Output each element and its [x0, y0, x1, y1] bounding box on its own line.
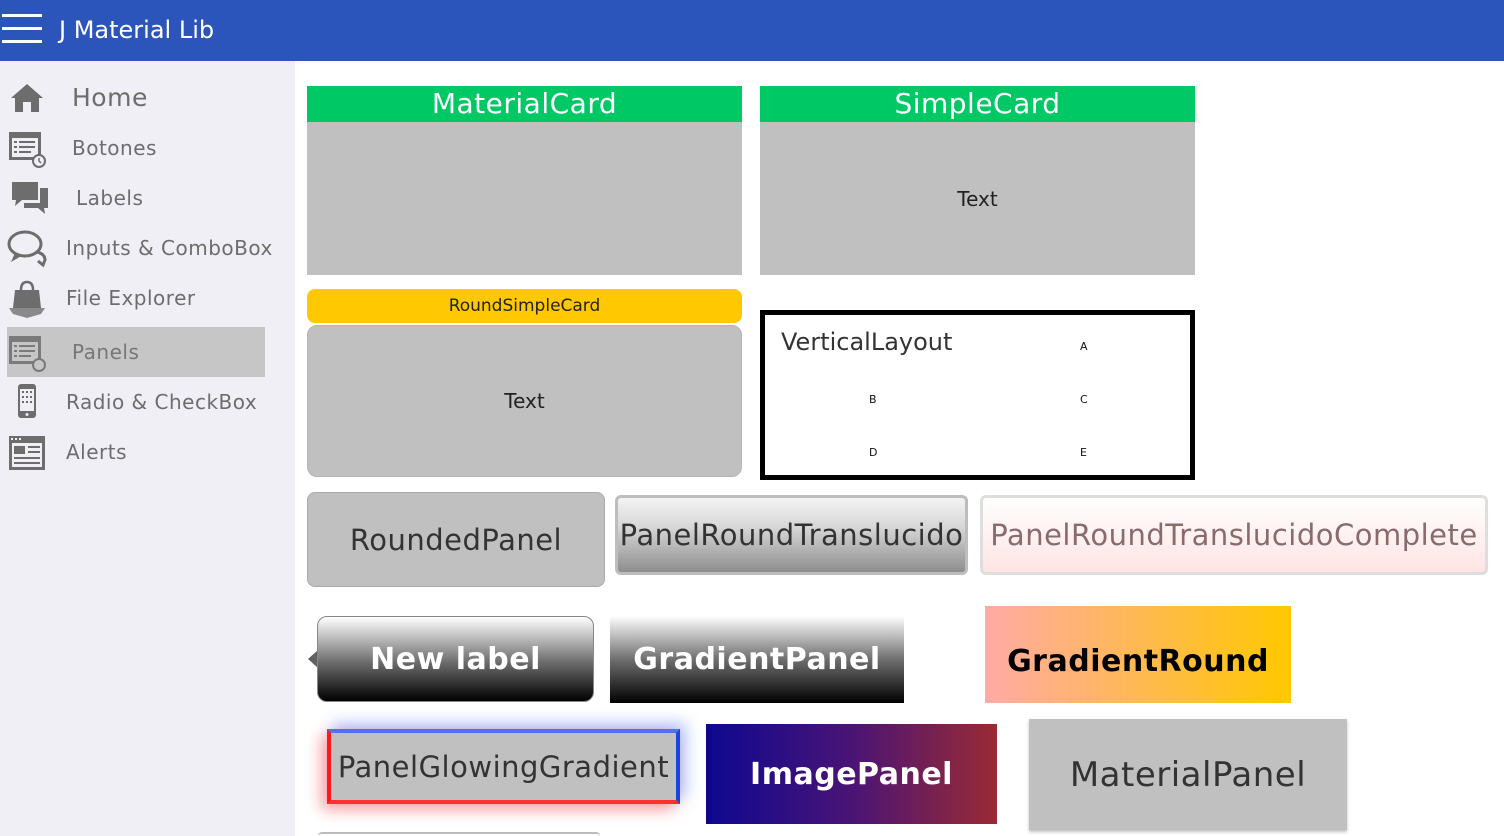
- panel-round-translucido-complete: PanelRoundTranslucidoComplete: [980, 495, 1488, 575]
- home-icon: [11, 84, 43, 112]
- gradient-round-panel: GradientRound: [985, 606, 1291, 703]
- button-window-icon: [9, 132, 46, 168]
- phone-icon: [18, 384, 36, 418]
- sidebar: Home Botones Labels Inputs & ComboBox: [0, 61, 295, 836]
- vertical-layout-letter-d: D: [869, 446, 878, 459]
- sidebar-item-home[interactable]: Home: [7, 73, 265, 123]
- sidebar-item-labels[interactable]: Labels: [7, 173, 265, 223]
- app-bar: J Material Lib: [0, 0, 1504, 61]
- chat-icon: [12, 182, 48, 214]
- newspaper-icon: [9, 436, 45, 470]
- panel-round-translucido: PanelRoundTranslucido: [615, 495, 968, 575]
- new-label-text: New label: [370, 641, 541, 677]
- panel-glowing-gradient-label: PanelGlowingGradient: [337, 749, 670, 784]
- sidebar-item-label: Inputs & ComboBox: [66, 236, 273, 260]
- app-title: J Material Lib: [59, 16, 215, 44]
- vertical-layout-letter-e: E: [1080, 446, 1087, 459]
- material-card-title: MaterialCard: [307, 86, 742, 122]
- sidebar-item-label: Labels: [76, 186, 144, 210]
- rounded-panel: RoundedPanel: [307, 492, 605, 587]
- sidebar-item-label: Alerts: [66, 440, 128, 464]
- simple-card-title: SimpleCard: [760, 86, 1195, 122]
- vertical-layout-letter-c: C: [1080, 393, 1088, 406]
- sidebar-item-label: Panels: [72, 340, 140, 364]
- vertical-layout-title: VerticalLayout: [781, 328, 953, 356]
- panel-glowing-gradient: PanelGlowingGradient: [327, 729, 680, 804]
- next-panel-edge: [318, 832, 600, 836]
- panel-round-translucido-complete-label: PanelRoundTranslucidoComplete: [990, 518, 1478, 552]
- round-simple-card-title: RoundSimpleCard: [307, 289, 742, 323]
- vertical-layout-panel: VerticalLayout A B C D E: [760, 310, 1195, 480]
- simple-card-body: Text: [760, 122, 1195, 275]
- vertical-layout-letter-b: B: [869, 393, 877, 406]
- simple-card-text: Text: [957, 186, 998, 211]
- gradient-round-label: GradientRound: [1007, 644, 1269, 679]
- round-simple-card-text: Text: [504, 389, 545, 413]
- material-panel-label: MaterialPanel: [1069, 754, 1307, 795]
- sidebar-item-alerts[interactable]: Alerts: [7, 427, 265, 477]
- image-panel-label: ImagePanel: [750, 756, 953, 792]
- sidebar-item-label: Radio & CheckBox: [66, 390, 258, 414]
- sidebar-item-label: File Explorer: [66, 286, 196, 310]
- sidebar-item-label: Home: [72, 83, 148, 112]
- sidebar-item-label: Botones: [72, 136, 157, 160]
- panel-window-icon: [9, 336, 46, 372]
- image-panel: ImagePanel: [706, 724, 997, 824]
- material-card-body: [307, 122, 742, 275]
- sidebar-item-panels[interactable]: Panels: [7, 327, 265, 377]
- new-label-pointer: [308, 650, 318, 668]
- speech-bubbles-icon: [7, 230, 47, 268]
- menu-icon[interactable]: [2, 14, 42, 44]
- bag-icon: [9, 280, 45, 318]
- sidebar-item-inputs-combobox[interactable]: Inputs & ComboBox: [7, 223, 272, 273]
- material-panel: MaterialPanel: [1029, 719, 1347, 830]
- rounded-panel-label: RoundedPanel: [349, 522, 563, 557]
- new-label-panel: New label: [317, 616, 594, 702]
- sidebar-item-radio-checkbox[interactable]: Radio & CheckBox: [7, 377, 265, 427]
- gradient-panel-label: GradientPanel: [633, 642, 881, 677]
- round-simple-card-body: Text: [307, 325, 742, 477]
- panel-round-translucido-label: PanelRoundTranslucido: [619, 518, 964, 552]
- gradient-panel: GradientPanel: [610, 616, 904, 703]
- sidebar-item-botones[interactable]: Botones: [7, 123, 265, 173]
- sidebar-item-file-explorer[interactable]: File Explorer: [7, 273, 265, 323]
- vertical-layout-letter-a: A: [1080, 340, 1088, 353]
